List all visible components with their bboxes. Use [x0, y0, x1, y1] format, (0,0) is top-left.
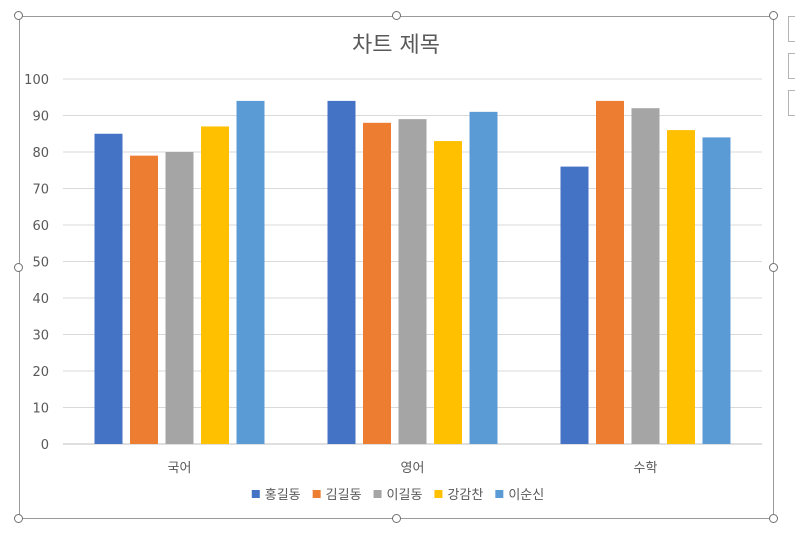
chart-styles-button[interactable] — [788, 53, 795, 79]
bar[interactable] — [631, 108, 660, 444]
y-tick-label: 50 — [32, 256, 49, 271]
legend-label: 이순신 — [508, 488, 544, 503]
bar[interactable] — [596, 100, 624, 445]
x-tick-label: 영어 — [401, 461, 425, 476]
bar[interactable] — [236, 100, 265, 445]
y-tick-label: 10 — [32, 402, 49, 417]
resize-handle-bottom-right[interactable] — [769, 514, 778, 523]
bar[interactable] — [363, 122, 391, 445]
bar[interactable] — [201, 126, 229, 444]
legend-swatch — [434, 490, 443, 498]
chart-elements-button[interactable] — [788, 16, 795, 42]
y-tick-label: 0 — [41, 438, 49, 453]
bar[interactable] — [667, 130, 695, 444]
bar[interactable] — [165, 152, 194, 444]
legend-label: 홍길동 — [265, 488, 301, 503]
y-tick-label: 30 — [32, 329, 49, 344]
resize-handle-top-right[interactable] — [769, 11, 778, 20]
bar[interactable] — [560, 166, 589, 444]
legend-swatch — [312, 490, 321, 498]
y-tick-label: 20 — [32, 365, 49, 380]
resize-handle-top-left[interactable] — [14, 11, 23, 20]
resize-handle-bottom-left[interactable] — [14, 514, 23, 523]
legend-swatch — [495, 490, 504, 498]
y-tick-label: 60 — [32, 219, 49, 234]
legend-label: 강감찬 — [447, 488, 483, 503]
resize-handle-middle-left[interactable] — [14, 263, 23, 272]
legend-label: 이길동 — [387, 488, 423, 503]
y-tick-label: 100 — [24, 73, 49, 88]
bar[interactable] — [469, 111, 498, 444]
y-tick-label: 80 — [32, 146, 49, 161]
chart-title: 차트 제목 — [352, 33, 440, 58]
y-tick-label: 90 — [32, 110, 49, 125]
resize-handle-bottom-center[interactable] — [392, 514, 401, 523]
bar[interactable] — [130, 155, 158, 444]
y-tick-label: 70 — [32, 183, 49, 198]
bar[interactable] — [94, 133, 123, 444]
y-tick-label: 40 — [32, 292, 49, 307]
x-tick-label: 국어 — [168, 461, 192, 476]
legend-label: 김길동 — [326, 488, 362, 503]
bar[interactable] — [398, 119, 427, 445]
resize-handle-middle-right[interactable] — [769, 263, 778, 272]
bar[interactable] — [327, 100, 356, 445]
bar[interactable] — [702, 137, 731, 444]
resize-handle-top-center[interactable] — [392, 11, 401, 20]
legend-swatch — [251, 490, 260, 498]
x-tick-label: 수학 — [634, 461, 658, 476]
bar[interactable] — [434, 141, 462, 445]
legend-swatch — [373, 490, 382, 498]
